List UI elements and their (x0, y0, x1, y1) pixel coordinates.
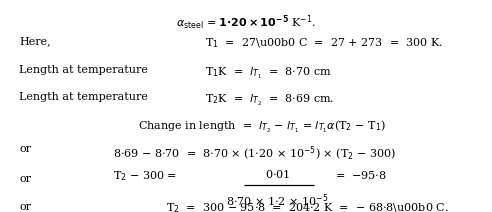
Text: Length at temperature: Length at temperature (19, 92, 148, 102)
Text: or: or (19, 202, 31, 212)
Text: or: or (19, 144, 31, 154)
Text: T$_2$ $-$ 300 =: T$_2$ $-$ 300 = (113, 169, 178, 183)
Text: or: or (19, 173, 31, 184)
Text: T$_1$  =  27\u00b0 C  =  27 + 273  =  300 K.: T$_1$ = 27\u00b0 C = 27 + 273 = 300 K. (205, 36, 443, 50)
Text: 8$\cdot$69 $-$ 8$\cdot$70  =  8$\cdot$70 $\times$ (1$\cdot$20 $\times$ 10$^{-5}$: 8$\cdot$69 $-$ 8$\cdot$70 = 8$\cdot$70 $… (113, 144, 397, 163)
Text: T$_2$K  =  $l_{T_2}$  =  8$\cdot$69 cm.: T$_2$K = $l_{T_2}$ = 8$\cdot$69 cm. (205, 92, 335, 107)
Text: 0$\cdot$01: 0$\cdot$01 (265, 168, 290, 180)
Text: T$_2$  =  300 $-$ 95$\cdot$8  =  204$\cdot$2 K  =  $-$ 68$\cdot$8\u00b0 C.: T$_2$ = 300 $-$ 95$\cdot$8 = 204$\cdot$2… (166, 202, 449, 212)
Text: Change in length  =  $l_{T_2}$ $-$ $l_{T_1}$ = $l_{T_1}$$\alpha$(T$_2$ $-$ T$_1$: Change in length = $l_{T_2}$ $-$ $l_{T_1… (137, 119, 385, 135)
Text: $\alpha_{\mathrm{steel}}$ = $\mathbf{1{\cdot}20 \times 10^{-5}}$ K$^{-1}$.: $\alpha_{\mathrm{steel}}$ = $\mathbf{1{\… (176, 14, 316, 32)
Text: T$_1$K  =  $l_{T_1}$  =  8$\cdot$70 cm: T$_1$K = $l_{T_1}$ = 8$\cdot$70 cm (205, 66, 332, 81)
Text: 8$\cdot$70 $\times$ 1$\cdot$2 $\times$ 10$^{-5}$: 8$\cdot$70 $\times$ 1$\cdot$2 $\times$ 1… (226, 192, 329, 209)
Text: Here,: Here, (19, 36, 51, 46)
Text: =  $-$95$\cdot$8: = $-$95$\cdot$8 (335, 169, 387, 181)
Text: Length at temperature: Length at temperature (19, 66, 148, 75)
